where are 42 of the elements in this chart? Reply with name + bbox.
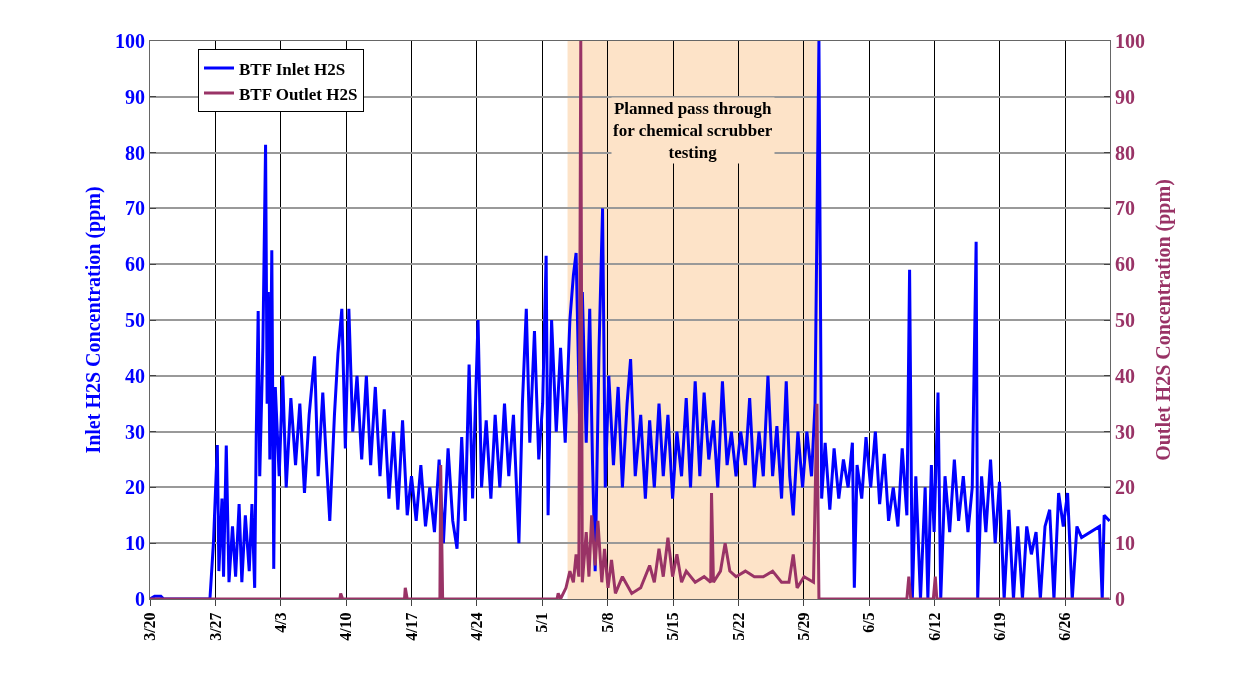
y2-axis-title: Outlet H2S Concentration (ppm): [1152, 179, 1175, 461]
y2-tick-label: 0: [1115, 588, 1125, 610]
y2-tick-label: 20: [1115, 476, 1135, 499]
y-tick-label: 50: [125, 309, 145, 331]
y-tick-label: 80: [125, 141, 145, 164]
x-tick-label: 5/8: [598, 612, 616, 633]
x-tick-label: 4/17: [402, 612, 420, 641]
y2-tick-label: 50: [1115, 309, 1135, 331]
y-tick-label: 20: [125, 476, 145, 499]
legend-label: BTF Inlet H2S: [239, 59, 346, 79]
y2-tick-label: 90: [1115, 85, 1135, 108]
y-tick-label: 0: [135, 588, 145, 610]
y-tick-label: 40: [125, 364, 145, 387]
x-tick-label: 3/27: [206, 612, 224, 641]
x-tick-label: 4/3: [271, 612, 289, 633]
x-tick-label: 5/22: [729, 612, 747, 641]
x-tick-label: 5/15: [664, 612, 682, 641]
y-tick-label: 90: [125, 85, 145, 108]
y-tick-label: 70: [125, 197, 145, 220]
y2-tick-label: 60: [1115, 253, 1135, 276]
y-tick-label: 30: [125, 420, 145, 443]
x-tick-label: 5/1: [533, 612, 551, 633]
y2-tick-label: 100: [1115, 30, 1145, 52]
legend-label: BTF Outlet H2S: [239, 84, 358, 104]
x-tick-label: 6/12: [925, 612, 943, 641]
y2-tick-label: 10: [1115, 532, 1135, 555]
x-tick-label: 4/10: [337, 612, 355, 641]
x-tick-label: 6/5: [860, 612, 878, 633]
y2-tick-label: 40: [1115, 364, 1135, 387]
y2-tick-label: 80: [1115, 141, 1135, 164]
y-tick-label: 10: [125, 532, 145, 555]
x-tick-label: 5/29: [794, 612, 812, 641]
y-tick-label: 100: [115, 30, 145, 52]
y-axis-title: Inlet H2S Concentration (ppm): [82, 186, 105, 454]
x-tick-label: 4/24: [468, 612, 486, 641]
x-tick-label: 6/19: [991, 612, 1009, 641]
y-tick-label: 60: [125, 253, 145, 276]
y2-tick-label: 30: [1115, 420, 1135, 443]
band-label: Planned pass through for chemical scrubber testing: [613, 99, 773, 163]
x-tick-label: 6/26: [1056, 612, 1074, 641]
x-tick-label: 3/20: [141, 612, 159, 641]
y2-tick-label: 70: [1115, 197, 1135, 220]
